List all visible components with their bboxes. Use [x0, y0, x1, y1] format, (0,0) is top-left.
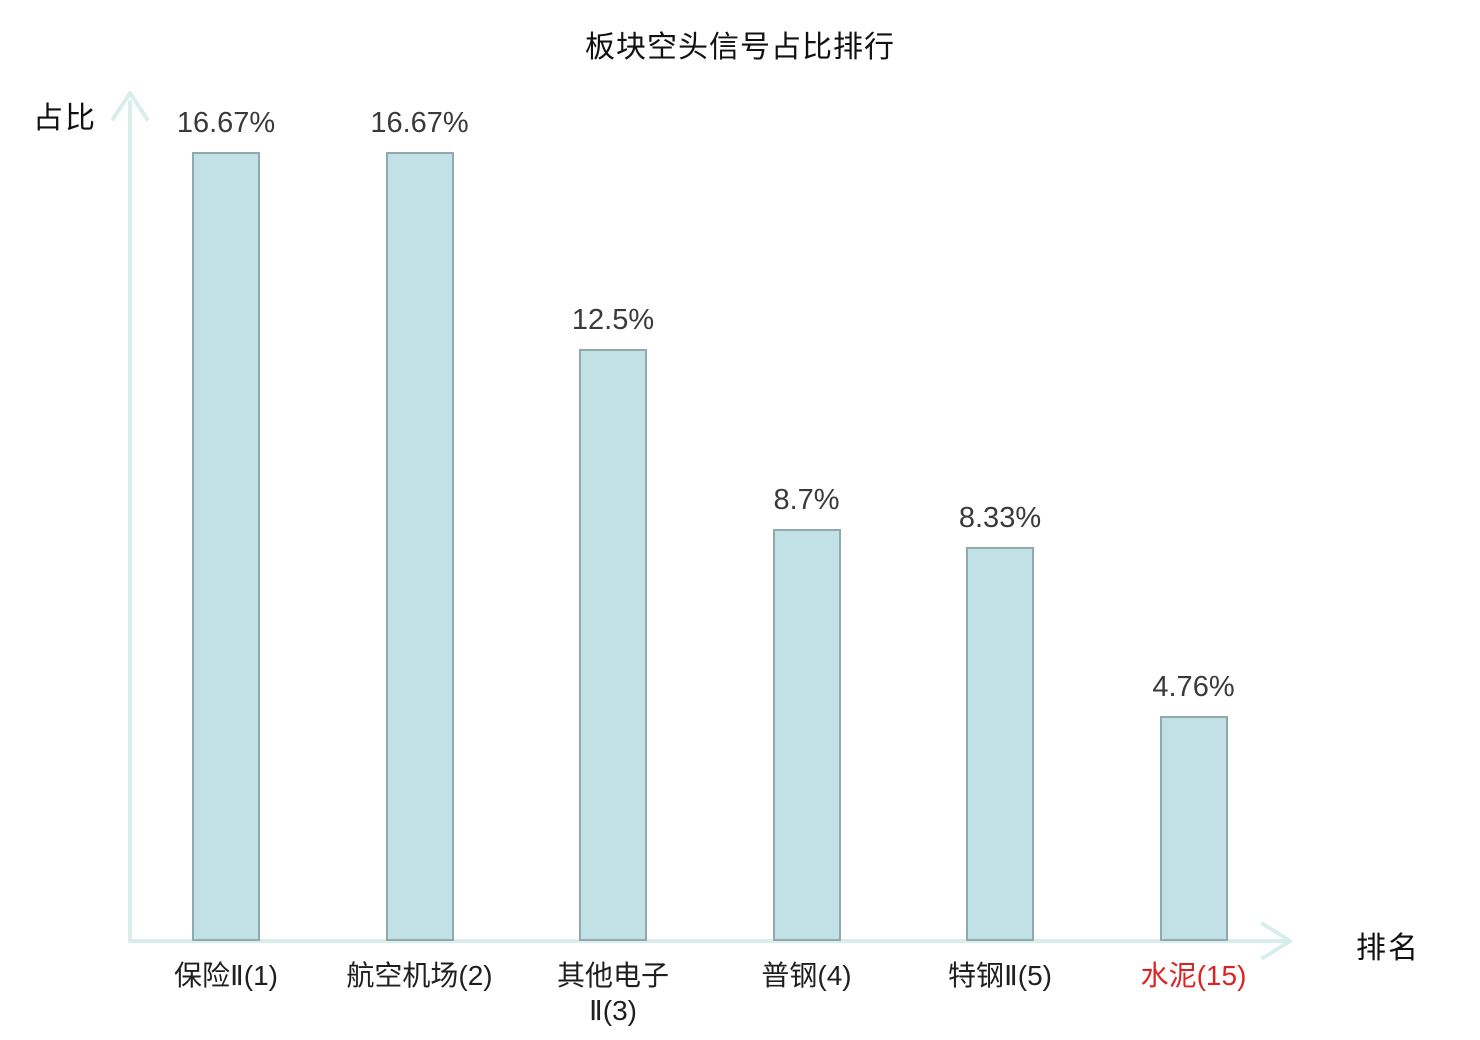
x-axis-arrow-icon — [1261, 922, 1292, 960]
y-axis-arrow-icon — [111, 91, 149, 121]
bar — [192, 152, 260, 941]
bar-value-label: 8.7% — [773, 484, 840, 516]
category-label: 普钢(4) — [761, 960, 852, 991]
y-axis-label: 占比 — [33, 102, 97, 135]
bar — [966, 547, 1034, 941]
bar-value-label: 12.5% — [571, 304, 655, 336]
category-label: 保险Ⅱ(1) — [173, 960, 278, 991]
bar-value-label: 16.67% — [176, 107, 276, 139]
bar-value-label: 16.67% — [370, 107, 469, 139]
x-axis-label: 排名 — [1356, 932, 1420, 965]
bar — [579, 349, 647, 941]
category-label: 航空机场(2) — [346, 960, 493, 991]
bar-value-label: 4.76% — [1152, 671, 1235, 703]
bar — [1159, 716, 1228, 941]
category-label: 其他电子 Ⅱ(3) — [556, 960, 669, 1026]
bar-value-label: 8.33% — [958, 502, 1042, 534]
category-label: 特钢Ⅱ(5) — [947, 960, 1052, 991]
category-label: 水泥(15) — [1140, 960, 1247, 991]
chart-title: 板块空头信号占比排行 — [585, 31, 895, 64]
bar — [385, 152, 454, 941]
bar — [772, 529, 841, 941]
